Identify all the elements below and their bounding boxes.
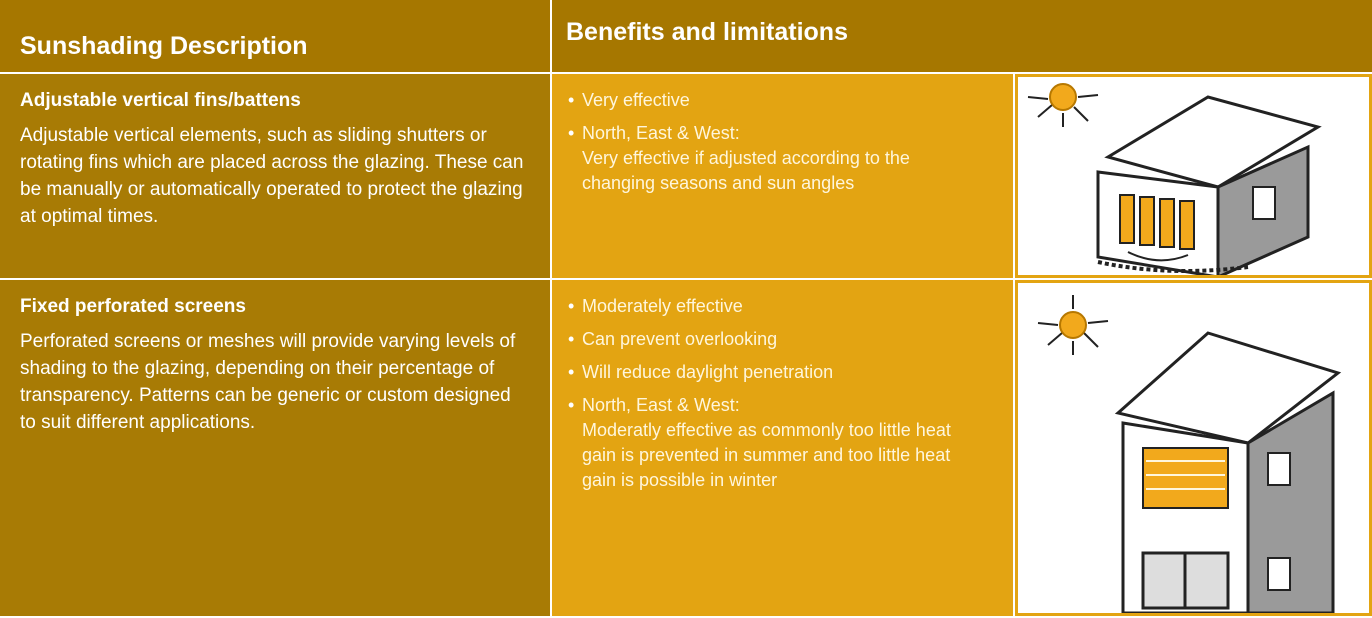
image-cell: [1015, 74, 1372, 280]
benefit-detail: Moderatly effective as commonly too litt…: [582, 420, 951, 490]
benefit-text: Moderately effective: [582, 296, 743, 316]
illustration: [1037, 295, 1342, 615]
benefit-text: Will reduce daylight penetration: [582, 362, 834, 382]
header-text: Benefits and limitations: [566, 18, 848, 46]
header-cell: Benefits and limitations: [552, 0, 1372, 72]
image-cell: [1015, 280, 1372, 616]
benefit-item: North, East & West: Moderatly effective a…: [568, 393, 997, 493]
benefit-item: Moderately effective: [568, 294, 997, 319]
benefit-text: Very effective: [582, 90, 690, 110]
benefits-cell: Very effective North, East & West: Very ef…: [552, 74, 1013, 278]
benefit-item: North, East & West: Very effective if adj…: [568, 121, 997, 196]
header-text: Sunshading Description: [20, 32, 308, 60]
benefit-text: North, East & West:: [582, 123, 740, 143]
header-cell: Sunshading Description: [0, 0, 550, 72]
description-cell: Adjustable vertical fins/battens Adjusta…: [0, 74, 550, 278]
benefit-list: Very effective North, East & West: Very ef…: [568, 88, 997, 196]
benefit-text: North, East & West:: [582, 395, 740, 415]
benefit-item: Very effective: [568, 88, 997, 113]
row-title: Fixed perforated screens: [20, 296, 246, 317]
row-description: Adjustable vertical elements, such as sl…: [20, 125, 524, 227]
row-description: Perforated screens or meshes will provid…: [20, 331, 516, 433]
row-title: Adjustable vertical fins/battens: [20, 90, 301, 111]
benefits-cell: Moderately effective Can prevent overlook…: [552, 280, 1013, 616]
description-cell: Fixed perforated screens Perforated scre…: [0, 280, 550, 616]
benefit-item: Will reduce daylight penetration: [568, 360, 997, 385]
benefit-detail: Very effective if adjusted according to …: [582, 148, 910, 193]
illustration: [1027, 83, 1322, 280]
benefit-text: Can prevent overlooking: [582, 329, 778, 349]
benefit-list: Moderately effective Can prevent overlook…: [568, 294, 997, 493]
benefit-item: Can prevent overlooking: [568, 327, 997, 352]
